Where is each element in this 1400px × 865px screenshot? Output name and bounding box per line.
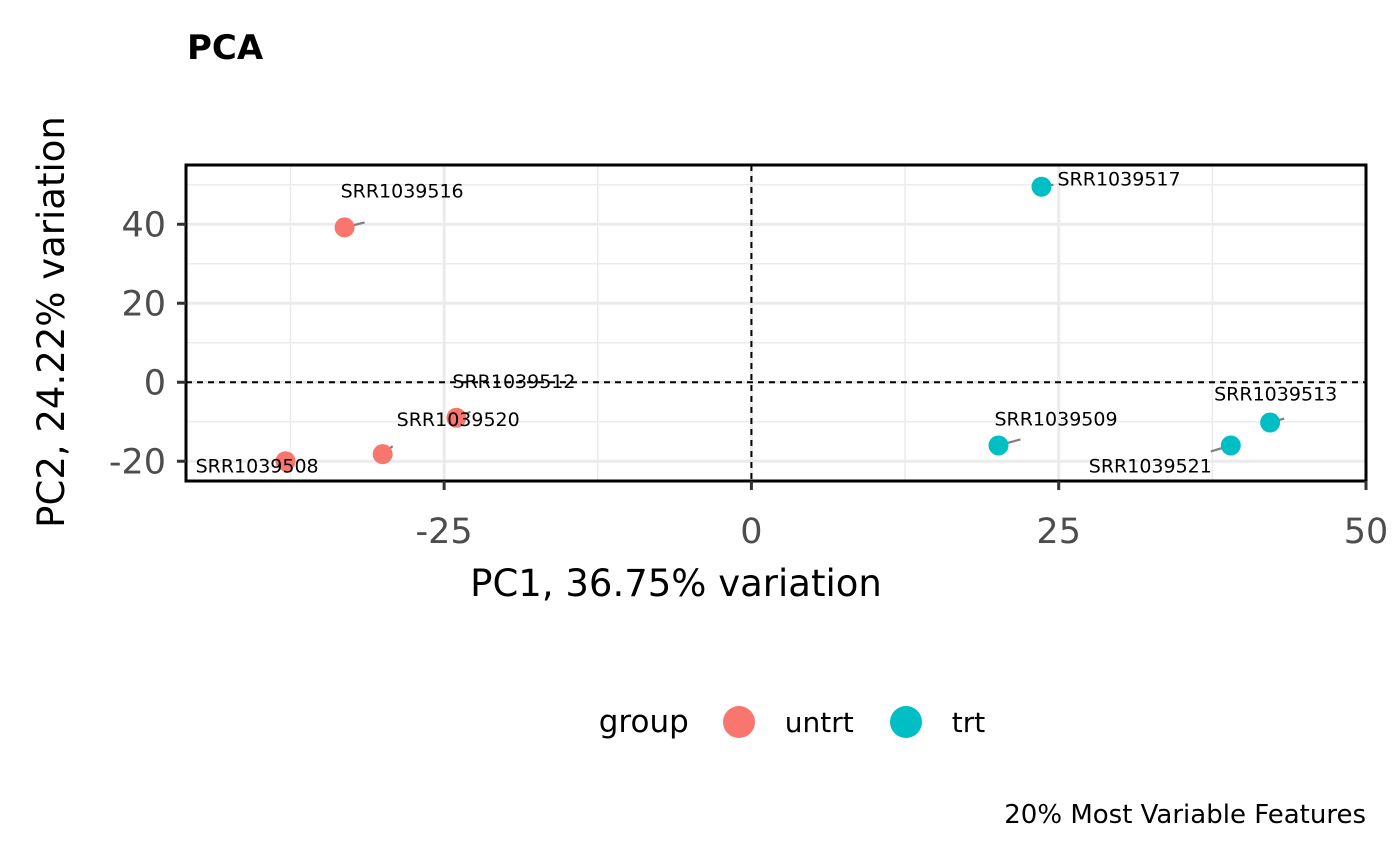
legend-label-untrt: untrt — [784, 705, 854, 739]
data-point-SRR1039521 — [1220, 435, 1241, 456]
point-label-SRR1039520: SRR1039520 — [397, 409, 520, 431]
data-point-SRR1039508 — [275, 451, 296, 472]
point-label-SRR1039516: SRR1039516 — [341, 180, 464, 202]
data-point-SRR1039509 — [988, 435, 1009, 456]
chart-caption: 20% Most Variable Features — [1004, 800, 1366, 830]
point-label-SRR1039513: SRR1039513 — [1214, 384, 1337, 406]
legend-key-trt — [889, 706, 922, 738]
y-tick-label: 0 — [144, 363, 166, 403]
legend: group untrt trt — [110, 700, 1400, 744]
legend-label-trt: trt — [951, 705, 986, 739]
data-point-SRR1039512 — [446, 407, 467, 428]
legend-item-trt: trt — [889, 705, 986, 739]
y-tick-label: -20 — [109, 442, 166, 482]
legend-item-untrt: untrt — [722, 705, 854, 739]
x-axis-label: PC1, 36.75% variation — [470, 562, 882, 605]
y-tick-label: 20 — [121, 284, 166, 324]
data-point-SRR1039517 — [1031, 176, 1052, 197]
point-label-SRR1039517: SRR1039517 — [1058, 169, 1181, 191]
x-tick-label: -25 — [416, 512, 473, 552]
x-tick-label: 50 — [1344, 512, 1389, 552]
legend-title: group — [598, 704, 689, 740]
data-point-SRR1039513 — [1260, 412, 1281, 433]
point-label-SRR1039508: SRR1039508 — [196, 455, 319, 477]
legend-key-untrt — [722, 706, 755, 738]
x-tick-label: 0 — [740, 512, 762, 552]
point-label-SRR1039512: SRR1039512 — [452, 371, 575, 393]
x-tick-label: 25 — [1036, 512, 1081, 552]
data-point-SRR1039520 — [372, 444, 393, 465]
point-label-SRR1039521: SRR1039521 — [1089, 455, 1212, 477]
data-point-SRR1039516 — [334, 217, 355, 238]
y-tick-label: 40 — [121, 205, 166, 245]
panel-border — [184, 163, 1368, 483]
y-axis-label: PC2, 24.22% variation — [30, 116, 73, 528]
chart-title: PCA — [187, 28, 264, 68]
point-label-SRR1039509: SRR1039509 — [994, 408, 1117, 430]
